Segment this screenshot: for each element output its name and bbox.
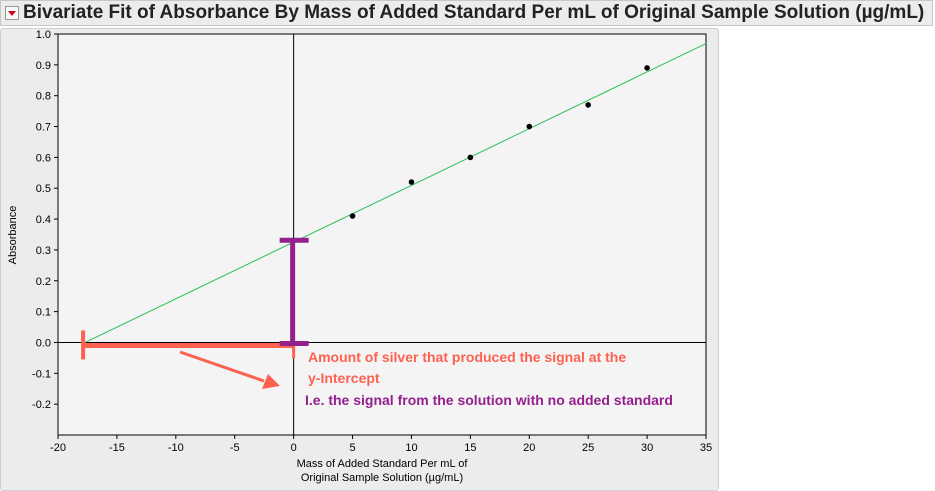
report-title: Bivariate Fit of Absorbance By Mass of A… bbox=[23, 2, 925, 23]
x-tick-label: 25 bbox=[582, 442, 594, 454]
data-point bbox=[408, 179, 415, 185]
annotation-line3: I.e. the signal from the solution with n… bbox=[305, 392, 673, 408]
data-point bbox=[526, 123, 533, 130]
y-tick-label: 0.5 bbox=[36, 183, 51, 195]
x-tick-label: -20 bbox=[50, 442, 66, 454]
y-tick-label: 0.1 bbox=[36, 307, 51, 319]
y-tick-label: 0.2 bbox=[36, 276, 51, 288]
x-tick-label: 5 bbox=[349, 442, 355, 454]
y-axis-label: Absorbance bbox=[7, 206, 19, 265]
arrow-shaft bbox=[179, 350, 265, 383]
annotation-line2: y-Intercept bbox=[308, 370, 380, 386]
x-tick-label: -10 bbox=[168, 442, 184, 454]
arrow-head-icon bbox=[262, 374, 280, 389]
data-point bbox=[349, 213, 356, 219]
data-point bbox=[644, 65, 650, 71]
data-point bbox=[467, 154, 474, 161]
y-tick-label: 0.6 bbox=[36, 152, 51, 164]
report-title-bar: Bivariate Fit of Absorbance By Mass of A… bbox=[0, 0, 933, 26]
y-tick-label: 0.4 bbox=[36, 214, 51, 226]
data-point bbox=[585, 102, 591, 108]
y-tick-label: 0.7 bbox=[36, 122, 51, 134]
x-tick-label: 20 bbox=[523, 442, 535, 454]
y-tick-label: 0.8 bbox=[36, 91, 51, 103]
disclosure-triangle-icon[interactable] bbox=[5, 6, 19, 20]
plot-area bbox=[57, 33, 707, 436]
annotation-line1: Amount of silver that produced the signa… bbox=[308, 349, 626, 365]
x-axis-label-line2: Original Sample Solution (µg/mL) bbox=[301, 472, 463, 484]
x-tick-label: -5 bbox=[230, 442, 240, 454]
y-tick-label: 0.3 bbox=[36, 245, 51, 257]
y-tick-label: -0.1 bbox=[32, 368, 51, 380]
x-axis-label-line1: Mass of Added Standard Per mL of bbox=[297, 458, 469, 470]
x-tick-label: 30 bbox=[641, 442, 653, 454]
y-tick-label: -0.2 bbox=[32, 399, 51, 411]
y-tick-label: 1.0 bbox=[36, 29, 51, 41]
x-tick-label: 0 bbox=[291, 442, 297, 454]
x-tick-label: 15 bbox=[464, 442, 476, 454]
fit-line bbox=[84, 43, 707, 343]
x-tick-label: -15 bbox=[109, 442, 125, 454]
x-tick-label: 10 bbox=[405, 442, 417, 454]
y-tick-label: 0.9 bbox=[36, 60, 51, 72]
y-tick-label: 0.0 bbox=[36, 337, 51, 349]
x-tick-label: 35 bbox=[700, 442, 712, 454]
